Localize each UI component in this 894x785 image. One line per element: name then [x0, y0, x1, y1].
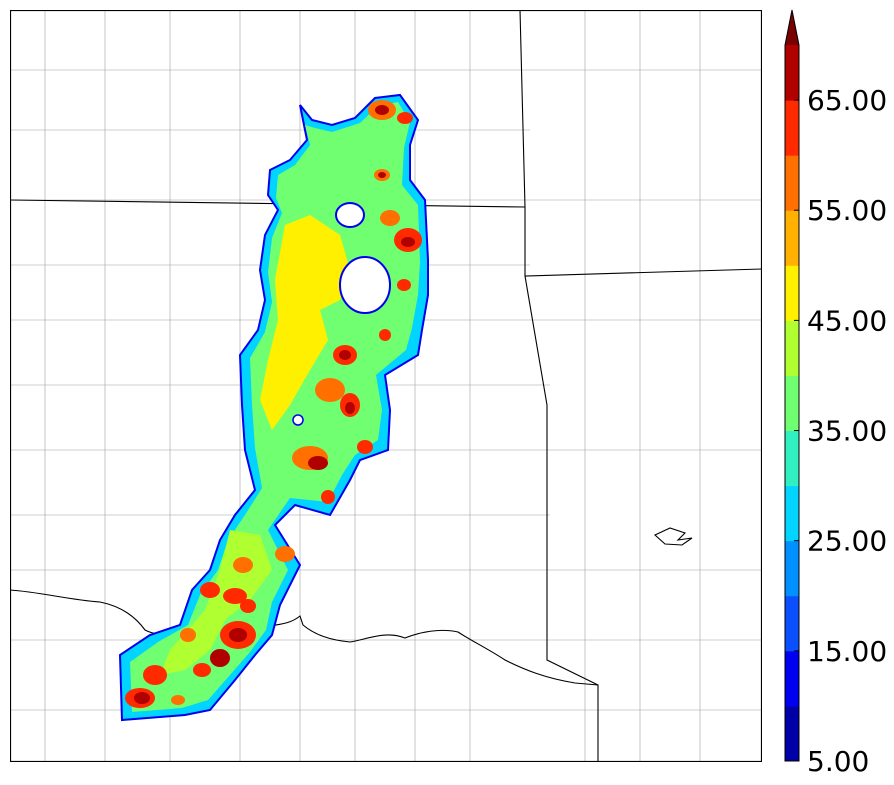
echo-hole-north	[335, 202, 365, 228]
colorbar-swatch	[785, 210, 799, 266]
map-border	[9, 9, 763, 763]
colorbar: 5.00 15.00 25.00 35.00 45.00 55.00 65.00	[782, 6, 894, 778]
state-borders	[9, 9, 763, 762]
colorbar-tick-label: 5.00	[807, 745, 869, 776]
radar-echoes	[118, 93, 429, 722]
radar-map	[9, 9, 763, 763]
border-arkansas-west	[524, 275, 599, 762]
echo-hole-small	[292, 414, 304, 426]
colorbar-tick-label: 35.00	[807, 415, 887, 448]
lake-outline	[654, 527, 693, 546]
colorbar-extend-arrow	[785, 10, 799, 45]
colorbar-swatch	[785, 540, 799, 597]
echo-yellow	[260, 215, 350, 430]
colorbar-swatch	[785, 100, 799, 156]
colorbar-swatch	[785, 155, 799, 211]
colorbar-tick-label: 25.00	[807, 525, 887, 558]
echo-hole-central	[339, 256, 391, 314]
colorbar-swatch	[785, 430, 799, 487]
echo-cores	[125, 100, 422, 708]
colorbar-swatch	[785, 375, 799, 432]
colorbar-tick-label: 55.00	[807, 194, 887, 227]
colorbar-tick-label: 15.00	[807, 635, 887, 668]
colorbar-swatch	[785, 265, 799, 321]
colorbar-ticks: 5.00 15.00 25.00 35.00 45.00 55.00 65.00	[794, 84, 887, 778]
colorbar-swatch	[785, 595, 799, 652]
border-missouri-west	[519, 9, 763, 277]
border-kansas-oklahoma	[9, 199, 526, 208]
colorbar-swatch	[785, 320, 799, 376]
colorbar-swatch	[785, 705, 799, 762]
colorbar-swatch	[785, 650, 799, 707]
colorbar-tick-label: 45.00	[807, 304, 887, 337]
colorbar-swatch	[785, 485, 799, 542]
border-red-river	[9, 589, 599, 686]
colorbar-swatches	[784, 9, 800, 762]
colorbar-swatch	[785, 45, 799, 101]
colorbar-tick-label: 65.00	[807, 84, 887, 117]
